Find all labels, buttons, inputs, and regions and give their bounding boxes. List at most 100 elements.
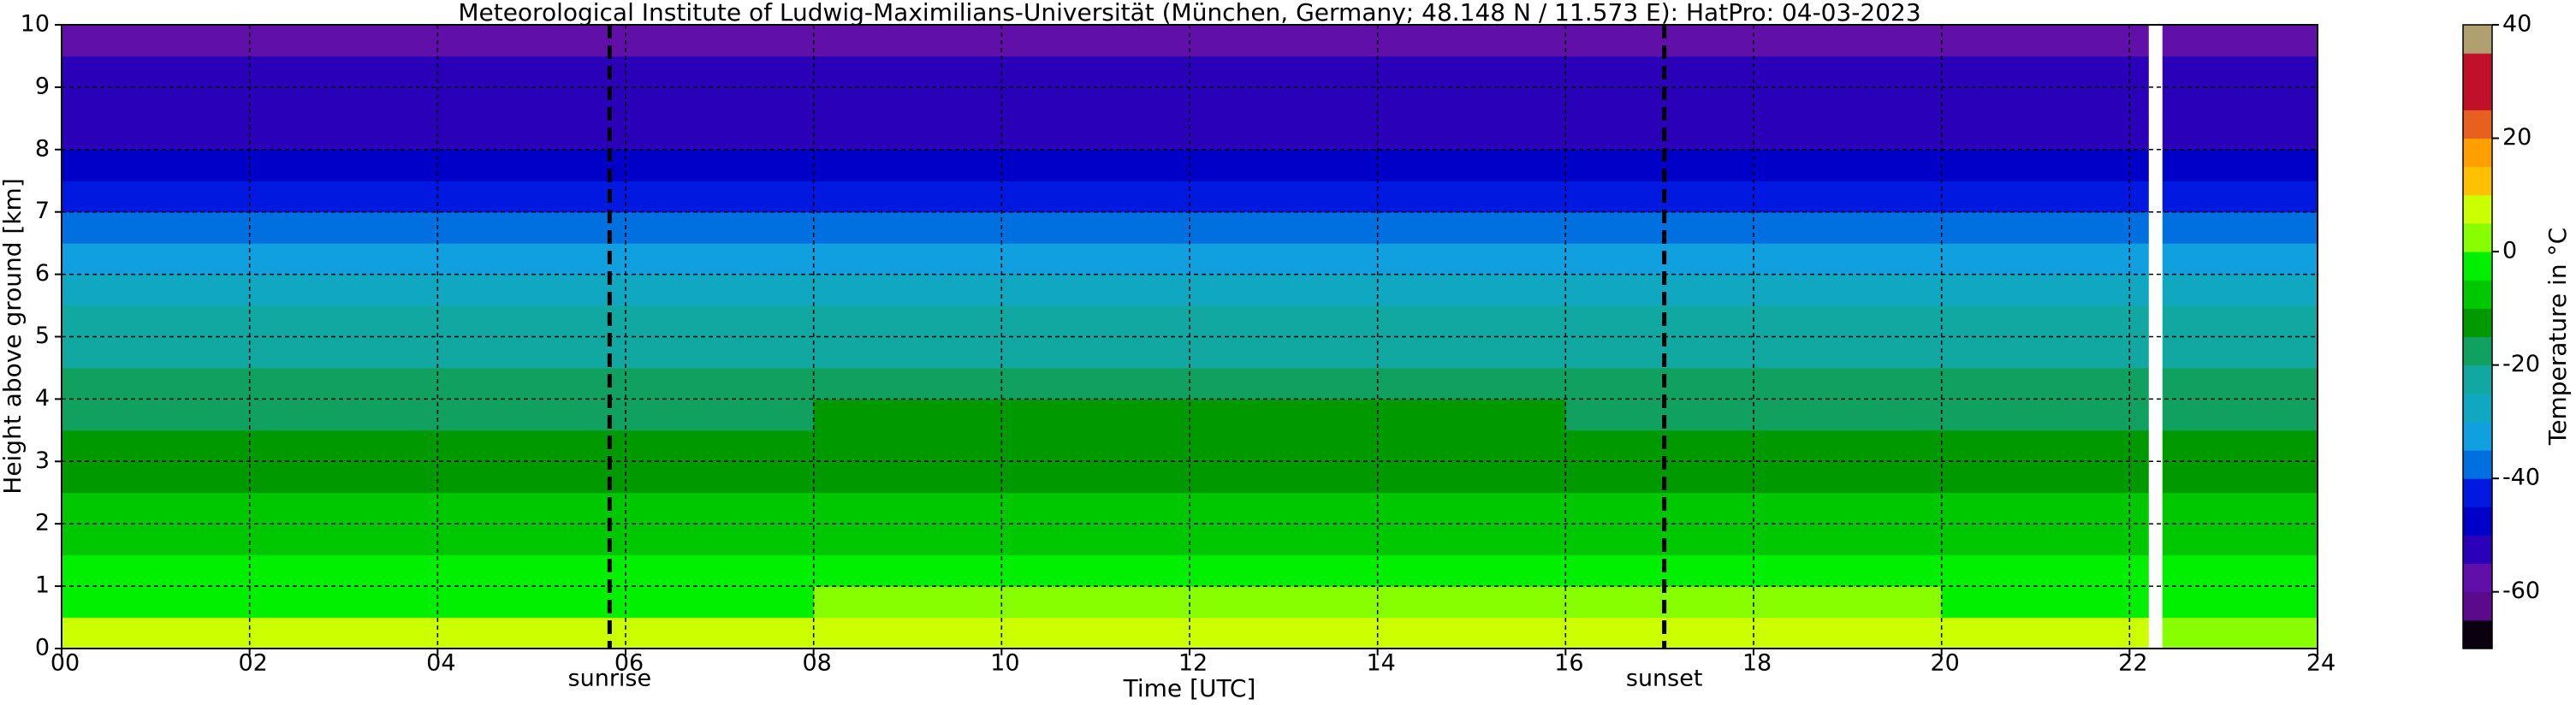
heatmap-cell: [2162, 586, 2318, 619]
colorbar-segment: [2463, 110, 2492, 139]
heatmap-cell: [1941, 86, 2149, 119]
colorbar-segment: [2463, 53, 2492, 82]
colorbar-segment: [2463, 25, 2492, 54]
heatmap-cell: [1941, 492, 2149, 524]
x-tick-label: 06: [614, 650, 644, 677]
heatmap-cell: [1941, 367, 2149, 400]
x-axis-label: Time [UTC]: [1123, 674, 1256, 702]
heatmap-cell: [2162, 243, 2318, 275]
heatmap-cell: [2162, 86, 2318, 119]
colorbar-segment: [2463, 166, 2492, 196]
heatmap-cell: [2162, 554, 2318, 587]
heatmap-cell: [1941, 586, 2149, 619]
chart-title: Meteorological Institute of Ludwig-Maxim…: [458, 0, 1920, 27]
heatmap-cell: [1941, 118, 2149, 151]
colorbar-tick-label: -60: [2502, 578, 2540, 604]
heatmap-cell: [2162, 430, 2318, 462]
heatmap-cell: [2162, 181, 2318, 213]
heatmap-cell: [1941, 274, 2149, 306]
annotation-label: sunrise: [568, 666, 652, 692]
heatmap-cell: [1941, 25, 2149, 56]
colorbar-tick-label: 20: [2502, 124, 2531, 151]
heatmap-cell: [2162, 118, 2318, 151]
heatmap-cell: [2162, 492, 2318, 524]
y-tick-label: 1: [35, 572, 50, 599]
colorbar-segment: [2463, 450, 2492, 479]
colorbar-segment: [2463, 138, 2492, 168]
y-axis-label: Height above ground [km]: [0, 178, 27, 495]
heatmap-cell: [1941, 56, 2149, 88]
colorbar-segment: [2463, 535, 2492, 565]
colorbar-segment: [2463, 478, 2492, 507]
heatmap-cell: [1941, 524, 2149, 556]
y-tick-label: 4: [35, 385, 50, 412]
heatmap-cell: [2162, 367, 2318, 400]
colorbar-tick-label: -20: [2502, 351, 2540, 377]
x-tick-label: 18: [1742, 650, 1772, 677]
colorbar-tick-label: 0: [2502, 238, 2517, 264]
colorbar-tick-label: 40: [2502, 11, 2531, 38]
heatmap-cell: [2162, 461, 2318, 494]
colorbar-segment: [2463, 81, 2492, 110]
x-tick-label: 08: [802, 650, 831, 677]
colorbar-segment: [2463, 421, 2492, 451]
heatmap-cell: [1941, 336, 2149, 369]
x-tick-label: 12: [1178, 650, 1208, 677]
x-tick-label: 24: [2306, 650, 2336, 677]
y-tick-label: 0: [35, 635, 50, 661]
y-tick-label: 5: [35, 323, 50, 349]
heatmap-cell: [1941, 149, 2149, 181]
heatmap-cell: [2162, 25, 2318, 56]
heatmap-cell: [1941, 461, 2149, 494]
heatmap-cell: [1941, 211, 2149, 244]
x-tick-label: 10: [990, 650, 1019, 677]
y-tick-label: 9: [35, 73, 50, 99]
heatmap-cell: [1941, 617, 2149, 649]
colorbar-segment: [2463, 280, 2492, 309]
y-tick-label: 3: [35, 447, 50, 474]
heatmap-cell: [2162, 336, 2318, 369]
heatmap-cell: [1941, 181, 2149, 213]
heatmap-cell: [2162, 274, 2318, 306]
x-tick-label: 02: [238, 650, 267, 677]
y-tick-label: 7: [35, 198, 50, 224]
heatmap-cell: [1941, 243, 2149, 275]
x-tick-label: 20: [1930, 650, 1959, 677]
plot-frame: [61, 24, 2318, 649]
y-tick-label: 10: [21, 11, 50, 38]
heatmap-cell: [1941, 554, 2149, 587]
colorbar-segment: [2463, 591, 2492, 621]
colorbar-segment: [2463, 194, 2492, 224]
heatmap-cell: [1941, 399, 2149, 431]
colorbar-tick-label: -40: [2502, 465, 2540, 491]
x-tick-label: 22: [2118, 650, 2147, 677]
colorbar-segment: [2463, 393, 2492, 423]
heatmap-cell: [2162, 149, 2318, 181]
colorbar-segment: [2463, 336, 2492, 366]
colorbar-frame: [2462, 24, 2493, 649]
colorbar-label: Temperature in °C: [2543, 228, 2572, 446]
x-tick-label: 04: [426, 650, 455, 677]
heatmap-cell: [2162, 56, 2318, 88]
colorbar-segment: [2463, 364, 2492, 394]
heatmap-cell: [2162, 399, 2318, 431]
y-tick-label: 8: [35, 135, 50, 162]
y-tick-label: 6: [35, 260, 50, 287]
x-tick-label: 00: [50, 650, 80, 677]
x-tick-label: 16: [1554, 650, 1583, 677]
colorbar-segment: [2463, 308, 2492, 337]
colorbar-segment: [2463, 252, 2492, 281]
colorbar-segment: [2463, 222, 2492, 252]
annotation-label: sunset: [1626, 666, 1703, 692]
colorbar-segment: [2463, 619, 2492, 649]
heatmap-cell: [2162, 617, 2318, 649]
heatmap-cell: [1941, 430, 2149, 462]
heatmap-cell: [1941, 305, 2149, 337]
heatmap-cell: [2162, 211, 2318, 244]
colorbar-segment: [2463, 563, 2492, 593]
colorbar-segment: [2463, 507, 2492, 536]
x-tick-label: 14: [1366, 650, 1395, 677]
heatmap-cell: [2162, 305, 2318, 337]
y-tick-label: 2: [35, 510, 50, 536]
